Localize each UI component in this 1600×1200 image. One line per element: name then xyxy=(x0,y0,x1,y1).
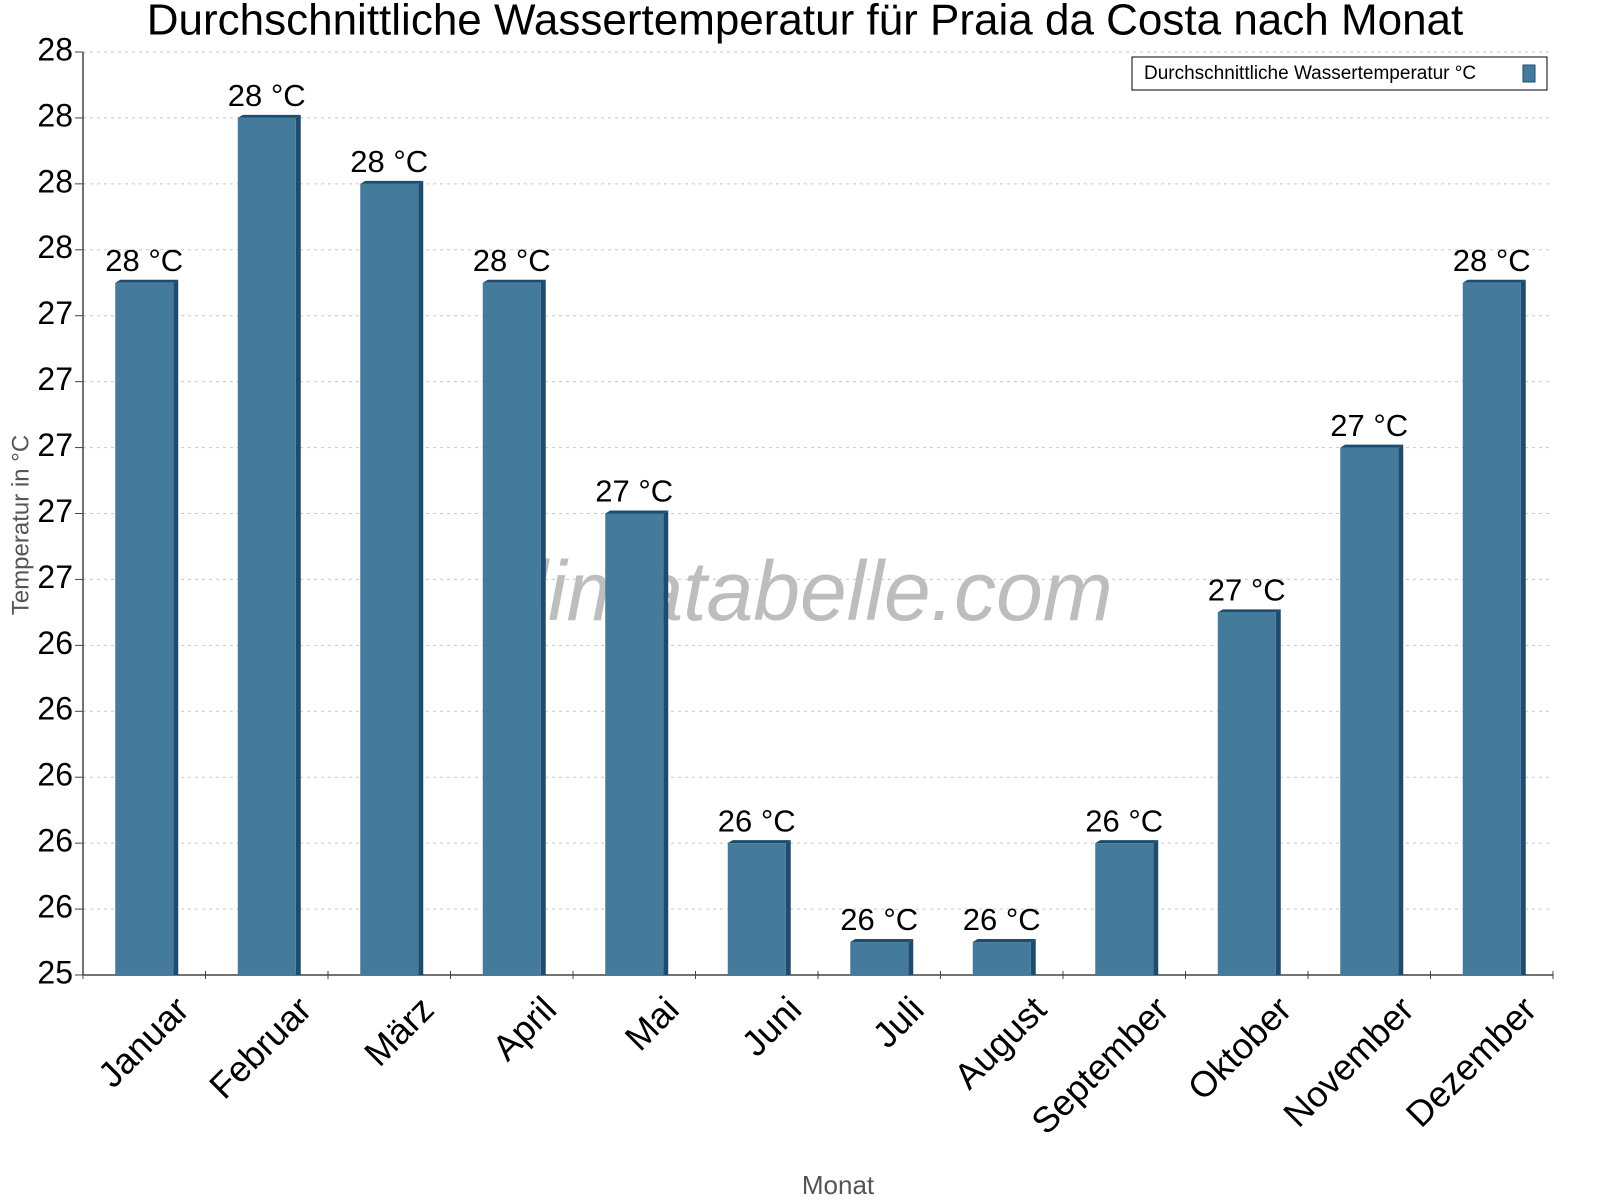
bar-top xyxy=(482,279,546,283)
bar-top xyxy=(115,279,179,283)
data-label: 28 °C xyxy=(350,144,428,179)
y-tick-label: 26 xyxy=(37,823,73,859)
y-tick-label: 25 xyxy=(37,954,73,990)
legend-label: Durchschnittliche Wassertemperatur °C xyxy=(1144,63,1476,84)
bar-top xyxy=(972,939,1036,943)
bar xyxy=(1217,612,1276,975)
bar-side xyxy=(173,279,179,975)
y-tick-label: 28 xyxy=(37,229,73,265)
bar-side xyxy=(1153,840,1159,975)
bar xyxy=(605,513,664,975)
bar xyxy=(1095,843,1154,975)
bar-top xyxy=(1217,609,1281,613)
bar xyxy=(1462,282,1521,975)
y-tick-label: 27 xyxy=(37,559,73,595)
bar-top xyxy=(1095,840,1159,844)
bar-side xyxy=(785,840,791,975)
y-tick-label: 26 xyxy=(37,691,73,727)
y-tick-label: 26 xyxy=(37,757,73,793)
legend-swatch xyxy=(1522,64,1536,83)
y-tick-label: 28 xyxy=(37,97,73,133)
bar-side xyxy=(1398,444,1404,976)
bar-top xyxy=(605,510,669,514)
y-tick-label: 28 xyxy=(37,163,73,199)
bar-top xyxy=(727,840,791,844)
y-axis-label: Temperatur in °C xyxy=(7,435,34,615)
chart-title: Durchschnittliche Wassertemperatur für P… xyxy=(147,0,1464,45)
data-label: 26 °C xyxy=(963,902,1041,937)
data-label: 26 °C xyxy=(718,803,796,838)
bar-side xyxy=(908,939,914,975)
bar-side xyxy=(418,180,424,975)
bar xyxy=(1340,447,1399,976)
bar xyxy=(360,183,419,975)
y-tick-label: 26 xyxy=(37,625,73,661)
data-label: 28 °C xyxy=(473,243,551,278)
bar-top xyxy=(1340,444,1404,448)
data-label: 26 °C xyxy=(1085,803,1163,838)
y-tick-label: 27 xyxy=(37,295,73,331)
legend-box xyxy=(1131,56,1548,91)
watermark: klimatabelle.com xyxy=(487,544,1113,638)
y-tick-label: 27 xyxy=(37,361,73,397)
data-label: 27 °C xyxy=(1208,573,1286,608)
bar xyxy=(482,282,541,975)
bar-top xyxy=(850,939,914,943)
bar-side xyxy=(1030,939,1036,975)
bar xyxy=(237,117,296,975)
bar-side xyxy=(1275,609,1281,975)
bar xyxy=(115,282,174,975)
y-tick-label: 27 xyxy=(37,427,73,463)
bar-top xyxy=(1462,279,1526,283)
bar-side xyxy=(295,114,301,975)
y-tick-label: 26 xyxy=(37,889,73,925)
data-label: 27 °C xyxy=(595,474,673,509)
bar-side xyxy=(1520,279,1526,975)
bar-top xyxy=(360,180,424,184)
y-tick-label: 28 xyxy=(37,31,73,67)
bar-side xyxy=(663,510,669,975)
bar xyxy=(972,942,1031,975)
data-label: 28 °C xyxy=(228,78,306,113)
bar-top xyxy=(237,114,301,118)
data-label: 26 °C xyxy=(840,902,918,937)
bar xyxy=(850,942,909,975)
data-label: 28 °C xyxy=(105,243,183,278)
data-label: 27 °C xyxy=(1330,408,1408,443)
bar xyxy=(727,843,786,975)
data-label: 28 °C xyxy=(1453,243,1531,278)
bar-side xyxy=(540,279,546,975)
y-tick-label: 27 xyxy=(37,493,73,529)
x-axis-label: Monat xyxy=(802,1170,875,1200)
